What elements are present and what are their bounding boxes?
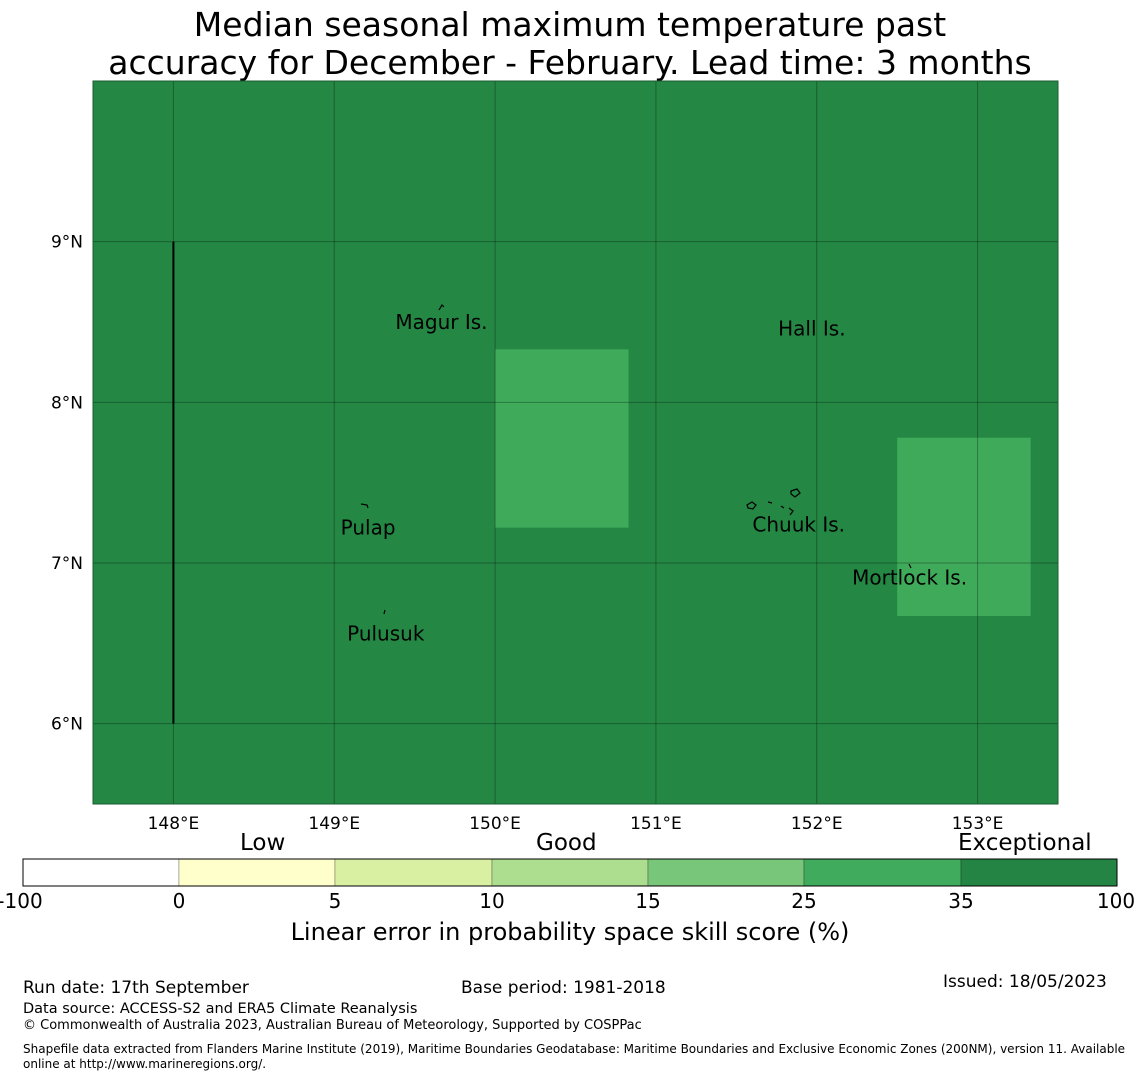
issued-date: Issued: 18/05/2023 [943,972,1107,992]
map-figure: 148°E 149°E 150°E 151°E 152°E 153°E 9°N 8°N 7°N 6… [22,80,1118,887]
shapefile-credit: Shapefile data extracted from Flanders M… [23,1042,1126,1071]
patch-central [495,349,629,528]
place-label: Pulusuk [347,622,425,646]
base-period: Base period: 1981-2018 [461,978,666,998]
colorbar-tick: 25 [791,889,817,913]
lon-tick-label: 151°E [630,814,682,834]
colorbar-segment [647,858,805,887]
place-label: Hall Is. [778,316,845,340]
lat-tick-label: 8°N [51,393,83,413]
island-outline-chuuk [746,488,801,516]
lat-tick-label: 9°N [51,233,83,253]
run-date: Run date: 17th September [23,978,249,998]
island-outline-pulap [360,503,369,509]
lon-tick-label: 149°E [308,814,360,834]
colorbar-tick: 100 [1096,889,1136,913]
colorbar-title: Linear error in probability space skill … [290,918,850,946]
place-label: Chuuk Is. [752,512,845,536]
colorbar-tick: 5 [328,889,342,913]
colorbar-tick: 10 [479,889,505,913]
lon-tick-label: 148°E [148,814,200,834]
chart-title: Median seasonal maximum temperature past… [0,6,1140,82]
data-source: Data source: ACCESS-S2 and ERA5 Climate … [23,1001,418,1017]
colorbar-tick: -100 [0,889,43,913]
title-line-1: Median seasonal maximum temperature past [193,5,947,44]
island-outline-mortlock [908,563,912,569]
place-label: Magur Is. [395,310,487,334]
colorbar-label-good: Good [536,830,597,856]
patch-east [897,437,1031,617]
colorbar-label-low: Low [240,830,286,856]
lon-tick-label: 150°E [469,814,521,834]
title-line-2: accuracy for December - February. Lead t… [108,43,1032,82]
colorbar-segment [803,858,962,887]
map-frame [92,80,1059,805]
colorbar-frame [22,858,1118,887]
colorbar-segment [22,858,180,887]
island-outline-pulusuk [383,609,386,615]
island-outline-magur [438,304,445,311]
colorbar-tick: 0 [172,889,186,913]
colorbar-segment [960,858,1118,887]
colorbar-tick: 35 [948,889,974,913]
lon-tick-label: 152°E [791,814,843,834]
colorbar-tick: 15 [635,889,661,913]
colorbar-segment [178,858,336,887]
colorbar-label-exceptional: Exceptional [958,830,1092,856]
place-label: Pulap [341,516,396,540]
colorbar-segment [491,858,649,887]
lat-tick-label: 6°N [51,715,83,735]
colorbar-segment [334,858,493,887]
lon-tick-label: 153°E [952,814,1004,834]
lat-tick-label: 7°N [51,554,83,574]
copyright: © Commonwealth of Australia 2023, Austra… [23,1018,642,1033]
place-label: Mortlock Is. [852,565,967,589]
